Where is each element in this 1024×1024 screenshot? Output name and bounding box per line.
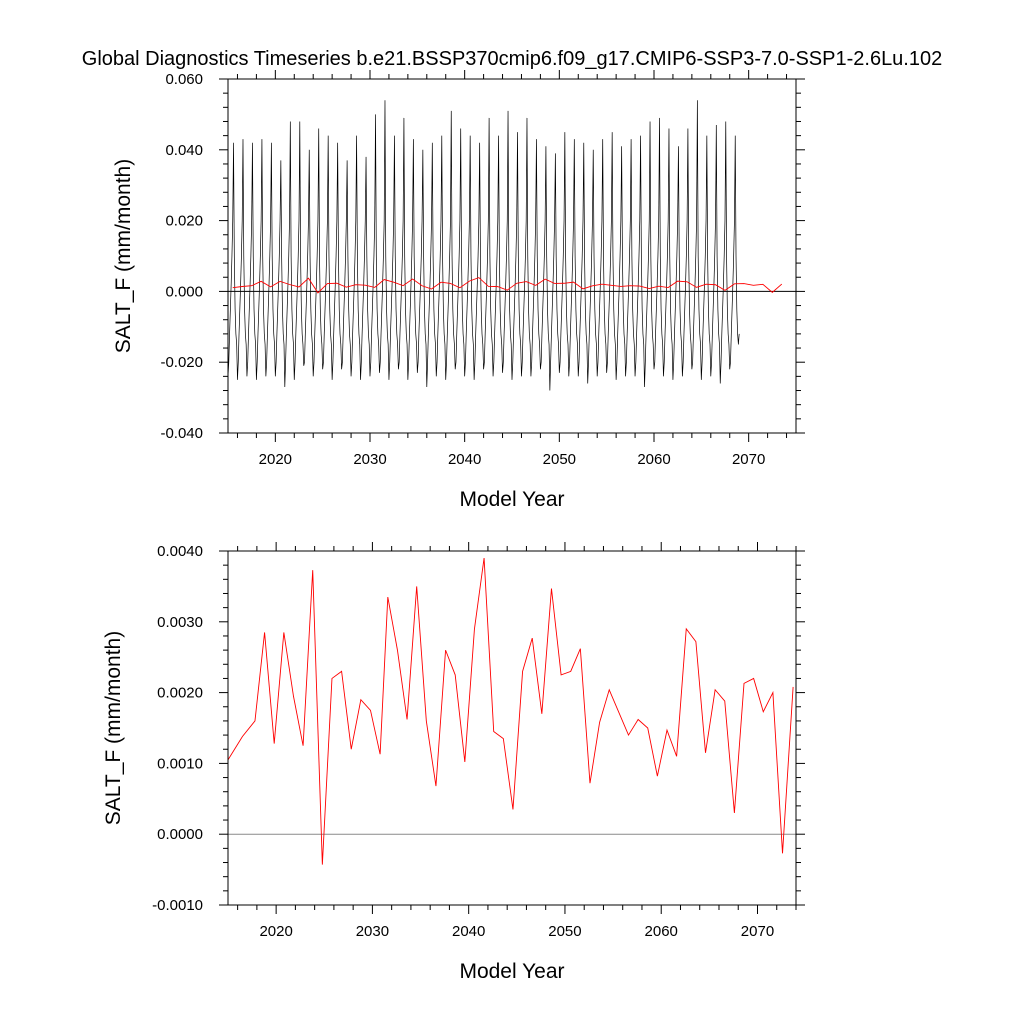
y-tick-label: 0.000 — [165, 283, 203, 300]
x-tick-label: 2060 — [645, 923, 678, 940]
x-axis-label: Model Year — [459, 960, 564, 983]
y-tick-label: 0.0040 — [157, 543, 203, 560]
figure-title: Global Diagnostics Timeseries b.e21.BSSP… — [82, 48, 942, 70]
y-tick-label: 0.040 — [165, 142, 203, 159]
lower-panel: 2020 2030 2040 2050 2060 2070 -0.0010 0.0000 0.0… — [102, 542, 805, 983]
x-tick-label: 2020 — [259, 451, 292, 468]
monthly-series-line — [227, 100, 740, 391]
annual-series-line — [227, 558, 794, 865]
y-axis-label: SALT_F (mm/month) — [112, 159, 135, 353]
plot-frame — [227, 550, 797, 906]
y-tick-label: 0.0020 — [157, 685, 203, 702]
x-tick-label: 2070 — [741, 923, 774, 940]
y-tick-label: -0.0010 — [152, 897, 203, 914]
y-axis-label: SALT_F (mm/month) — [102, 631, 125, 825]
x-tick-label: 2050 — [543, 451, 576, 468]
x-tick-label: 2040 — [452, 923, 485, 940]
y-tick-label: -0.020 — [160, 354, 203, 371]
y-tick-label: 0.0000 — [157, 826, 203, 843]
x-tick-label: 2070 — [732, 451, 765, 468]
annual-series-line — [232, 277, 783, 294]
x-tick-label: 2020 — [259, 923, 292, 940]
y-tick-label: 0.060 — [165, 71, 203, 88]
y-tick-label: 0.0030 — [157, 614, 203, 631]
plot-frame — [227, 78, 797, 434]
x-tick-label: 2030 — [353, 451, 386, 468]
x-tick-label: 2050 — [548, 923, 581, 940]
y-tick-label: 0.0010 — [157, 755, 203, 772]
x-tick-label: 2040 — [448, 451, 481, 468]
y-tick-label: -0.040 — [160, 425, 203, 442]
x-tick-label: 2060 — [637, 451, 670, 468]
y-tick-label: 0.020 — [165, 213, 203, 230]
x-tick-label: 2030 — [356, 923, 389, 940]
x-axis-label: Model Year — [459, 488, 564, 511]
upper-panel: 2020 2030 2040 2050 2060 2070 -0.040 -0.020 0.00… — [112, 70, 805, 511]
